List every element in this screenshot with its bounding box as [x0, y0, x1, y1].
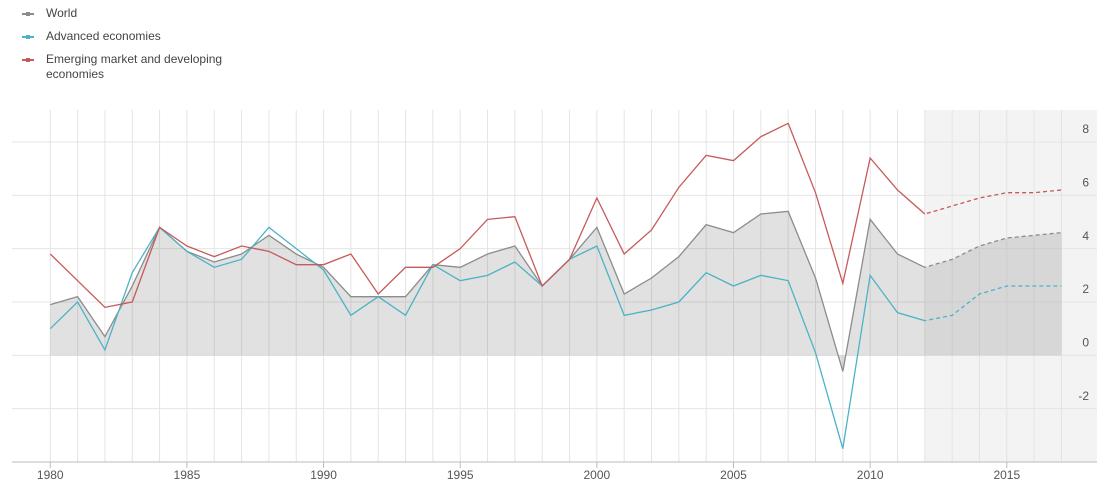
legend-item: Emerging market and developing economies: [22, 52, 236, 82]
y-tick-label: 0: [1082, 336, 1089, 350]
y-tick-label: 8: [1082, 122, 1089, 136]
legend-label: Emerging market and developing economies: [46, 52, 223, 81]
legend-swatch: [22, 12, 34, 16]
x-tick-label: 1990: [310, 468, 337, 482]
x-tick-label: 1995: [447, 468, 474, 482]
legend: World Advanced economies Emerging market a…: [22, 6, 236, 90]
x-tick-label: 2000: [584, 468, 611, 482]
y-tick-label: 4: [1082, 229, 1089, 243]
x-tick-label: 1985: [174, 468, 201, 482]
y-tick-label: -2: [1078, 389, 1089, 403]
line: [49, 122, 925, 309]
x-tick-label: 2010: [857, 468, 884, 482]
legend-label: Advanced economies: [46, 29, 161, 43]
legend-swatch: [22, 35, 34, 39]
legend-item: Advanced economies: [22, 29, 236, 44]
x-tick-label: 2005: [720, 468, 747, 482]
legend-item: World: [22, 6, 236, 21]
forecast-region: [924, 110, 1097, 462]
y-tick-label: 2: [1082, 282, 1089, 296]
legend-swatch: [22, 58, 34, 62]
area: [50, 211, 1062, 372]
x-tick-label: 2015: [993, 468, 1020, 482]
y-tick-label: 6: [1082, 176, 1089, 190]
x-tick-label: 1980: [37, 468, 64, 482]
legend-label: World: [46, 6, 78, 20]
